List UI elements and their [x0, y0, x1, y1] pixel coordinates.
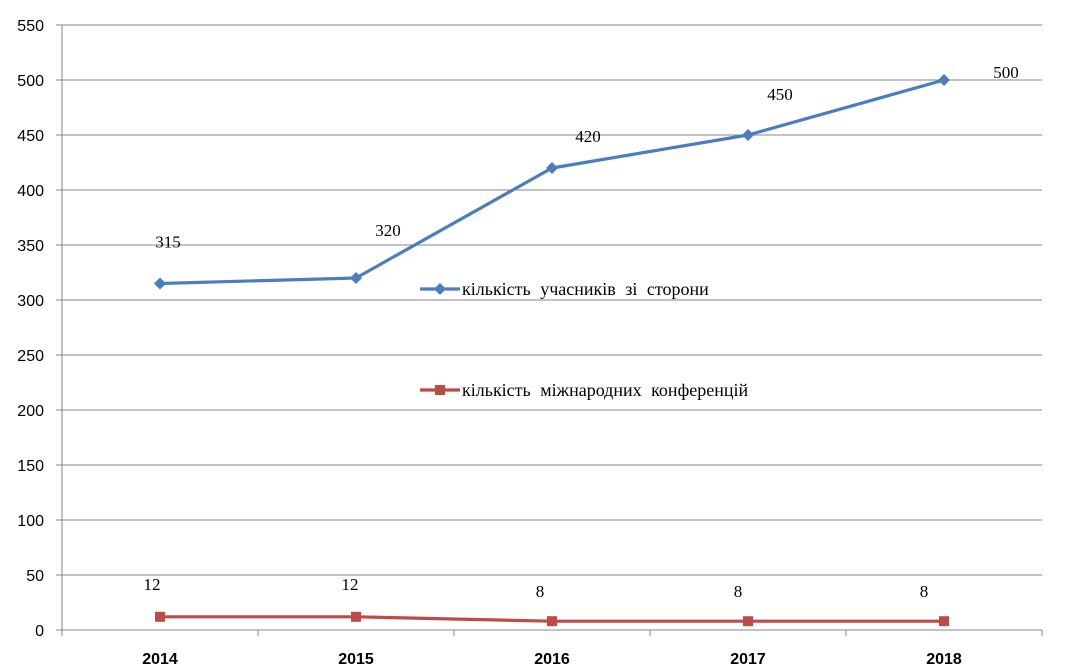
data-label: 320 [375, 221, 401, 240]
y-tick-label: 100 [17, 513, 44, 530]
y-tick-label: 450 [17, 128, 44, 145]
x-tick-label: 2014 [142, 651, 178, 666]
x-axis-ticks: 2014 2015 2016 2017 2018 [142, 651, 962, 666]
series-2 [155, 611, 949, 627]
data-point-square [547, 616, 557, 627]
y-tick-label: 500 [17, 73, 44, 90]
data-point-diamond [434, 283, 446, 295]
x-tick-label: 2016 [534, 651, 570, 666]
legend-label: кількість міжнародних конференцій [462, 380, 748, 400]
data-point-diamond [154, 277, 166, 290]
data-label: 12 [342, 575, 359, 594]
data-label: 315 [155, 233, 181, 252]
y-tick-label: 350 [17, 238, 44, 255]
data-point-square [351, 611, 361, 622]
y-tick-label: 250 [17, 348, 44, 365]
data-point-diamond [742, 129, 754, 141]
legend-label: кількість учасників зі сторони [462, 279, 709, 299]
data-label: 8 [536, 582, 545, 601]
y-tick-label: 200 [17, 403, 44, 420]
x-tick-label: 2015 [338, 651, 374, 666]
x-tick-label: 2018 [926, 651, 962, 666]
gridlines [62, 24, 1042, 576]
data-point-square [939, 616, 949, 627]
legend-entry-1: кількість учасників зі сторони [420, 279, 709, 299]
axes [56, 24, 1043, 636]
series-1 [154, 74, 950, 290]
data-point-square [743, 616, 753, 627]
data-point-square [435, 385, 445, 395]
y-axis-ticks: 0 50 100 150 200 250 300 350 400 450 500 550 [17, 18, 44, 640]
y-tick-label: 400 [17, 183, 44, 200]
y-tick-label: 0 [35, 623, 44, 640]
y-tick-label: 550 [17, 18, 44, 35]
data-point-diamond [938, 74, 950, 86]
data-label: 12 [144, 575, 161, 594]
data-point-diamond [350, 272, 362, 284]
data-label: 8 [734, 582, 743, 601]
data-labels: 315 320 420 450 500 12 12 8 8 8 [144, 63, 1019, 601]
legend: кількість учасників зі сторони кількість … [420, 279, 748, 400]
series-line [159, 78, 945, 286]
y-tick-label: 150 [17, 458, 44, 475]
y-tick-label: 300 [17, 293, 44, 310]
series-group [154, 74, 950, 627]
data-label: 420 [575, 127, 601, 146]
data-label: 450 [767, 85, 793, 104]
data-point-square [155, 611, 165, 622]
y-tick-label: 50 [26, 568, 44, 585]
legend-entry-2: кількість міжнародних конференцій [420, 380, 748, 400]
data-label: 500 [993, 63, 1019, 82]
x-tick-label: 2017 [730, 651, 766, 666]
data-point-diamond [546, 162, 558, 174]
data-label: 8 [920, 582, 929, 601]
